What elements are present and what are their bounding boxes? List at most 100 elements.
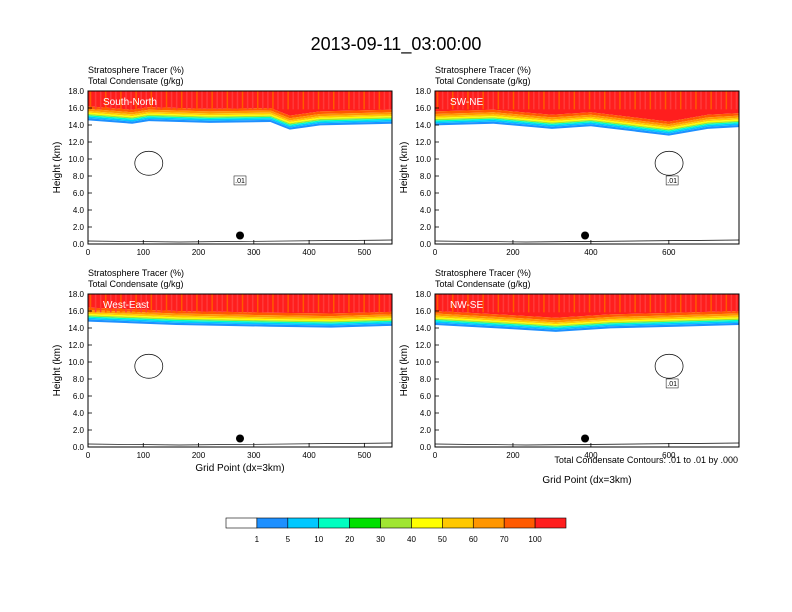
tracer-band-70 bbox=[88, 106, 392, 119]
y-tick-label: 4.0 bbox=[420, 409, 432, 418]
x-tick-label: 200 bbox=[506, 451, 520, 460]
y-tick-label: 10.0 bbox=[68, 155, 84, 164]
y-tick-label: 8.0 bbox=[73, 375, 85, 384]
tracer-band-40 bbox=[88, 313, 392, 322]
colorbar-label: 10 bbox=[314, 535, 323, 544]
y-tick-label: 12.0 bbox=[415, 341, 431, 350]
contour-label-box bbox=[665, 175, 679, 186]
x-tick-label: 0 bbox=[86, 451, 91, 460]
contour-label-box bbox=[665, 378, 679, 389]
contour-label: .01 bbox=[667, 178, 677, 185]
panel-nw-se: Stratosphere Tracer (%)Total Condensate … bbox=[399, 268, 740, 486]
tracer-band-5 bbox=[435, 121, 739, 136]
tracer-band-100 bbox=[88, 294, 392, 314]
y-tick-label: 2.0 bbox=[73, 223, 85, 232]
colorbar-label: 5 bbox=[286, 535, 291, 544]
condensate-contour bbox=[654, 353, 684, 379]
y-tick-label: 6.0 bbox=[420, 392, 432, 401]
y-tick-label: 12.0 bbox=[68, 138, 84, 147]
surface-contour bbox=[87, 442, 393, 446]
x-axis-label: Grid Point (dx=3km) bbox=[542, 475, 631, 486]
tracer-band-100 bbox=[435, 294, 739, 318]
colorbar-label: 50 bbox=[438, 535, 447, 544]
y-tick-label: 8.0 bbox=[73, 172, 85, 181]
colorbar-swatch bbox=[349, 517, 381, 529]
x-tick-label: 200 bbox=[192, 451, 206, 460]
tracer-band-20 bbox=[435, 319, 739, 328]
colorbar-label: 100 bbox=[528, 535, 542, 544]
x-tick-label: 500 bbox=[358, 248, 372, 257]
y-tick-label: 16.0 bbox=[68, 307, 84, 316]
y-tick-label: 14.0 bbox=[68, 121, 84, 130]
y-axis-label: Height (km) bbox=[52, 142, 63, 194]
surface-contour bbox=[87, 239, 393, 243]
tracer-band-10 bbox=[88, 116, 392, 128]
x-tick-label: 100 bbox=[137, 248, 151, 257]
panel-south-north: Stratosphere Tracer (%)Total Condensate … bbox=[52, 65, 393, 257]
x-tick-label: 0 bbox=[433, 451, 438, 460]
tracer-band-100 bbox=[88, 91, 392, 116]
y-tick-label: 10.0 bbox=[415, 358, 431, 367]
panel-subtitle-condensate: Total Condensate (g/kg) bbox=[435, 279, 531, 289]
tracer-band-30 bbox=[88, 113, 392, 125]
y-tick-label: 18.0 bbox=[415, 290, 431, 299]
tracer-band-5 bbox=[88, 319, 392, 328]
tracer-band-50 bbox=[435, 315, 739, 325]
panel-subtitle-condensate: Total Condensate (g/kg) bbox=[88, 279, 184, 289]
tracer-band-100 bbox=[435, 91, 739, 122]
colorbar-swatch bbox=[534, 517, 567, 529]
x-tick-label: 400 bbox=[302, 248, 316, 257]
y-tick-label: 18.0 bbox=[68, 87, 84, 96]
condensate-contour bbox=[134, 150, 164, 176]
colorbar-swatch bbox=[411, 517, 443, 529]
tracer-band-60 bbox=[435, 112, 739, 127]
tracer-band-60 bbox=[88, 108, 392, 121]
contour-label-box bbox=[233, 175, 247, 186]
colorbar-swatch bbox=[318, 517, 350, 529]
colorbar-label: 30 bbox=[376, 535, 385, 544]
x-tick-label: 300 bbox=[247, 451, 261, 460]
plot-frame bbox=[87, 293, 393, 448]
x-axis-label: Grid Point (dx=3km) bbox=[195, 463, 284, 474]
tracer-band-60 bbox=[88, 310, 392, 319]
y-tick-label: 18.0 bbox=[415, 87, 431, 96]
y-tick-label: 16.0 bbox=[68, 104, 84, 113]
panel-name: NW-SE bbox=[450, 300, 483, 311]
y-tick-label: 0.0 bbox=[420, 443, 432, 452]
tracer-band-30 bbox=[435, 318, 739, 327]
x-tick-label: 500 bbox=[358, 451, 372, 460]
colorbar-swatch bbox=[287, 517, 320, 529]
tracer-band-10 bbox=[88, 317, 392, 326]
y-tick-label: 14.0 bbox=[415, 121, 431, 130]
tracer-band-50 bbox=[435, 114, 739, 128]
location-marker bbox=[236, 434, 244, 443]
y-tick-label: 2.0 bbox=[420, 426, 432, 435]
tracer-band-40 bbox=[435, 116, 739, 130]
tracer-band-30 bbox=[88, 315, 392, 323]
x-tick-label: 400 bbox=[584, 451, 598, 460]
x-tick-label: 300 bbox=[247, 248, 261, 257]
y-axis-label: Height (km) bbox=[399, 142, 410, 194]
condensate-contour bbox=[654, 150, 684, 176]
x-tick-label: 0 bbox=[433, 248, 438, 257]
y-tick-label: 4.0 bbox=[73, 206, 85, 215]
y-axis-label: Height (km) bbox=[52, 345, 63, 397]
panel-subtitle-condensate: Total Condensate (g/kg) bbox=[435, 76, 531, 86]
tracer-band-70 bbox=[435, 311, 739, 321]
y-axis-label: Height (km) bbox=[399, 345, 410, 397]
panel-name: West-East bbox=[103, 300, 149, 311]
y-tick-label: 16.0 bbox=[415, 307, 431, 316]
colorbar-swatch bbox=[442, 517, 474, 529]
x-tick-label: 100 bbox=[137, 451, 151, 460]
x-tick-label: 0 bbox=[86, 248, 91, 257]
colorbar-label: 40 bbox=[407, 535, 416, 544]
panel-subtitle-tracer: Stratosphere Tracer (%) bbox=[435, 65, 531, 75]
y-tick-label: 0.0 bbox=[73, 240, 85, 249]
tracer-band-5 bbox=[435, 322, 739, 332]
y-tick-label: 6.0 bbox=[420, 189, 432, 198]
figure-title: 2013-09-11_03:00:00 bbox=[311, 34, 482, 55]
colorbar-label: 60 bbox=[469, 535, 478, 544]
contour-label: .01 bbox=[235, 178, 245, 185]
panel-subtitle-tracer: Stratosphere Tracer (%) bbox=[88, 65, 184, 75]
